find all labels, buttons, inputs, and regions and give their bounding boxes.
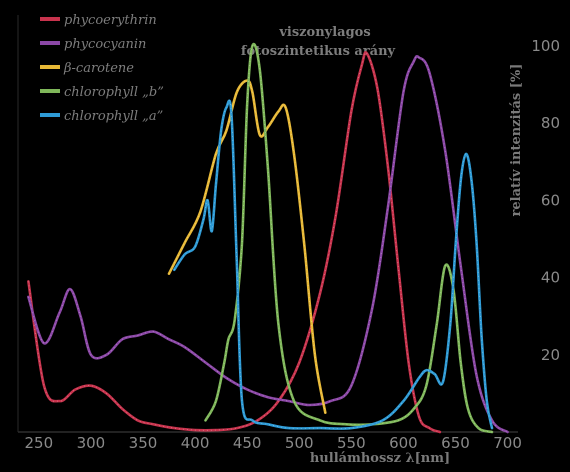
x-tick-label-500: 500: [285, 434, 314, 452]
x-tick-label-650: 650: [441, 434, 470, 452]
x-tick-label-250: 250: [25, 434, 54, 452]
series-highlight-phycoerythrin: [28, 52, 441, 433]
legend-label-chlorophyll-a: chlorophyll „a”: [64, 109, 163, 124]
legend: phycoerythrin phycocyanin β-carotene chloro…: [40, 13, 164, 124]
x-axis-label: hullámhossz λ[nm]: [310, 451, 450, 466]
x-tick-label-600: 600: [389, 434, 418, 452]
y-tick-label-80: 80: [541, 114, 560, 132]
chart-subtitle: fotoszintetikus arány: [241, 44, 396, 59]
legend-label-chlorophyll-b: chlorophyll „b”: [64, 85, 164, 100]
x-tick-label-450: 450: [233, 434, 262, 452]
series-line-carotene: [167, 79, 327, 414]
legend-label-phycocyanin: phycocyanin: [64, 37, 146, 52]
x-tick-label-700: 700: [493, 434, 522, 452]
y-tick-label-20: 20: [541, 346, 560, 364]
series-line-phycoerythrin: [27, 51, 442, 434]
y-axis-label: relatív intenzitás [%]: [509, 64, 524, 217]
series-highlight-chlorophyll-a: [173, 100, 493, 430]
series-line-chlorophyll-a: [173, 99, 494, 430]
series-line-phycocyanin: [27, 55, 509, 434]
legend-label-carotene: β-carotene: [63, 61, 134, 76]
x-ticks: 250 300 350 400 450 500 550 600 650 700: [25, 434, 522, 452]
y-tick-label-100: 100: [531, 37, 560, 55]
x-tick-label-300: 300: [77, 434, 106, 452]
x-tick-label-350: 350: [129, 434, 158, 452]
x-tick-label-550: 550: [337, 434, 366, 452]
series-lines: [27, 42, 509, 434]
chart-title: viszonylagos: [278, 25, 370, 40]
y-ticks: 20 40 60 80 100: [531, 37, 560, 364]
x-tick-label-400: 400: [181, 434, 210, 452]
y-tick-label-40: 40: [541, 269, 560, 287]
legend-label-phycoerythrin: phycoerythrin: [64, 13, 157, 28]
y-tick-label-60: 60: [541, 191, 560, 209]
